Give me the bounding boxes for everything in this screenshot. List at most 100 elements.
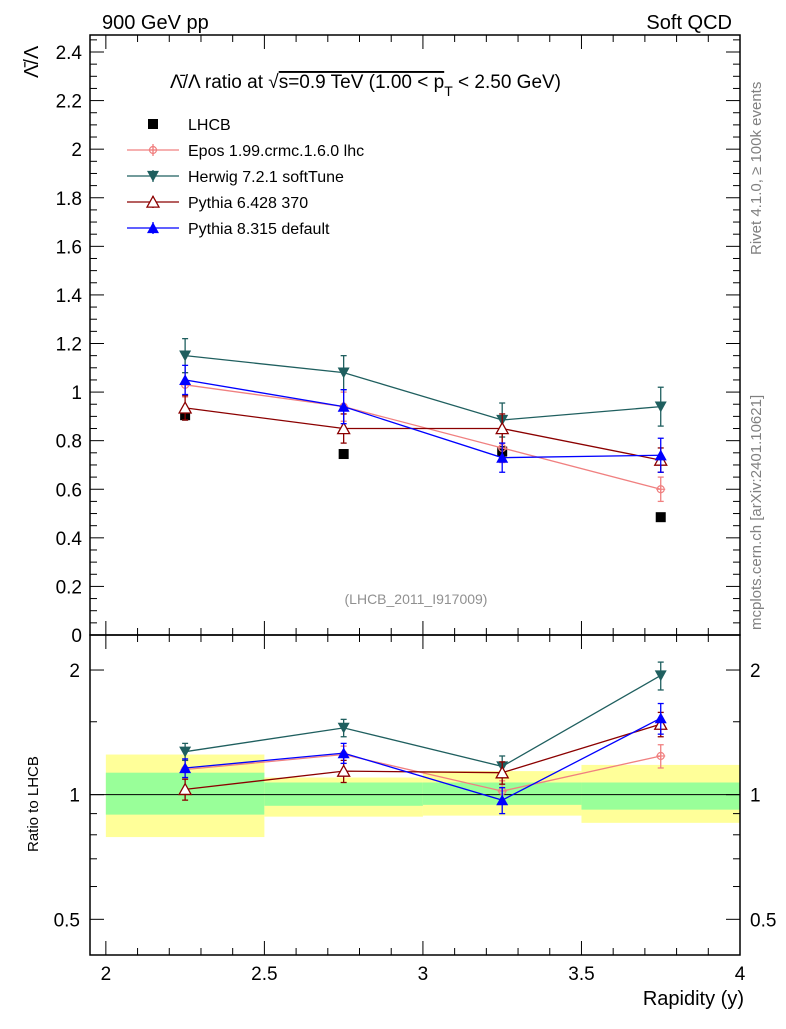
ratio-point-pythia6 [336,764,351,777]
ratio-series [178,661,668,815]
main-point-pythia6 [178,400,193,414]
band-inner-1 [264,782,423,806]
main-point-pythia6 [336,421,351,435]
ratio-ytick-label-left: 0.5 [54,910,80,931]
main-point-pythia8 [496,451,509,463]
main-ytick-label: 0.2 [56,577,82,598]
main-ytick-label: 0.6 [56,480,82,501]
legend: LHCB Epos 1.99.crmc.1.6.0 lhc Herwig 7.2.1… [127,117,364,238]
title-part-3: T [444,83,453,99]
main-ytick-label: 1.4 [56,286,83,307]
ratio-point-pythia8 [179,762,192,774]
main-ytick-label: 0.4 [56,529,83,550]
legend-item-data: LHCB [148,117,231,134]
main-point-pythia8 [337,400,350,412]
header-left: 900 GeV pp [102,12,209,34]
header-right: Soft QCD [646,12,732,34]
main-series-pythia8 [179,364,667,473]
legend-marker-pythia8 [147,222,159,234]
ratio-ytick-label-right: 0.5 [750,910,776,931]
legend-label-data: LHCB [188,117,231,134]
ratio-xtick-label: 3 [418,964,429,985]
ratio-ytick-label-left: 2 [69,661,80,682]
analysis-watermark: (LHCB_2011_I917009) [345,591,488,607]
ratio-point-pythia6 [178,782,193,796]
legend-label-epos: Epos 1.99.crmc.1.6.0 lhc [188,143,364,160]
main-line-pythia8 [185,379,661,459]
main-ytick-label: 2 [71,140,82,161]
main-ytick-label: 2.4 [56,43,83,64]
main-point-herwig [179,350,192,362]
ratio-point-herwig [337,722,350,734]
ratio-xtick-label: 2.5 [251,964,277,985]
ratio-xtick-label: 2 [101,964,112,985]
ratio-point-epos [656,751,666,761]
main-ytick-label: 1.6 [56,237,82,258]
legend-label-herwig: Herwig 7.2.1 softTune [188,169,344,186]
rivet-version-text: Rivet 4.1.0, ≥ 100k events [748,82,765,255]
main-point-epos [656,484,666,494]
legend-marker-herwig [147,170,159,182]
main-ytick-label: 2.2 [56,92,82,113]
main-point-pythia8 [179,374,192,386]
main-ytick-label: 0.8 [56,432,82,453]
title-part-1: Λ̄/Λ ratio at √ [170,72,279,93]
legend-item-pythia6: Pythia 6.428 370 [127,194,308,212]
x-axis-label: Rapidity (y) [643,988,744,1010]
legend-item-epos: Epos 1.99.crmc.1.6.0 lhc [127,143,364,160]
ratio-point-pythia8 [496,794,509,806]
main-point-herwig [654,401,667,413]
ratio-point-pythia8 [337,747,350,759]
legend-marker-data [148,119,158,129]
ratio-xtick-label: 3.5 [568,964,594,985]
main-point-herwig [337,367,350,379]
title-part-4: < 2.50 GeV) [453,72,561,93]
main-series [178,337,668,523]
ratio-series-pythia8 [179,702,667,815]
main-series-herwig [179,337,667,438]
ratio-ytick-label-right: 1 [750,786,761,807]
ratio-line-epos [185,753,661,792]
ratio-ytick-label-right: 2 [750,661,761,682]
ratio-series-pythia6 [178,711,668,801]
ratio-plot-frame [89,634,741,956]
main-ytick-label: 0 [71,626,82,647]
ratio-y-axis-label: Ratio to LHCB [25,756,42,852]
main-line-herwig [185,355,661,421]
legend-item-herwig: Herwig 7.2.1 softTune [127,169,344,186]
ratio-ytick-label-left: 1 [69,786,80,807]
band-inner-3 [581,782,740,810]
main-line-pythia6 [185,407,661,461]
legend-label-pythia6: Pythia 6.428 370 [188,195,308,212]
ratio-xtick-label: 4 [735,964,746,985]
main-line-epos [185,384,661,490]
ratio-point-herwig [179,746,192,758]
ratio-point-pythia8 [654,712,667,724]
legend-item-pythia8: Pythia 8.315 default [127,221,330,238]
ratio-point-herwig [654,670,667,682]
main-series-pythia6 [178,395,668,473]
main-ytick-label: 1.8 [56,189,82,210]
main-y-axis-label: Λ̄/Λ [21,45,43,78]
ratio-line-pythia6 [185,723,661,790]
ratio-line-pythia8 [185,717,662,801]
ratio-line-herwig [185,674,662,768]
main-point-pythia8 [654,449,667,461]
title-part-2: s=0.9 TeV (1.00 < p [279,72,445,93]
main-point-data [338,449,349,460]
axis-ticks [90,35,741,955]
legend-marker-epos [148,145,158,155]
main-point-pythia6 [495,421,510,435]
axis-tick-labels: 0 0.2 0.4 0.6 0.8 1 1.2 1.4 1.6 1.8 2 2.2 2.4 2 2.5 3 3.… [54,43,777,985]
main-ytick-label: 1 [71,383,82,404]
legend-marker-pythia6 [145,194,161,208]
legend-label-pythia8: Pythia 8.315 default [188,221,330,238]
main-plot-title: Λ̄/Λ ratio at √s=0.9 TeV (1.00 < pT < 2.… [170,72,561,99]
main-point-data [655,512,666,523]
mcplots-credit-text: mcplots.cern.ch [arXiv:2401.10621] [748,395,765,630]
ratio-point-pythia6 [495,765,510,779]
main-ytick-label: 1.2 [56,335,82,356]
